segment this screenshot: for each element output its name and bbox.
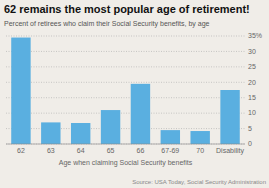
grid-line <box>6 51 245 52</box>
source: Source: USA Today, Social Security Admin… <box>132 179 266 185</box>
y-tick-label: 25 <box>248 63 256 70</box>
x-tick-label: Disability <box>216 147 245 155</box>
y-tick-label: 0 <box>248 140 252 147</box>
x-tick-label: 65 <box>107 147 115 154</box>
x-axis-label: Age when claiming Social Security benefi… <box>59 159 193 167</box>
chart: 62 remains the most popular age of retir… <box>0 0 269 188</box>
y-tick-label: 5 <box>248 125 252 132</box>
x-tick-label: 67-69 <box>161 147 179 154</box>
x-tick-label: 66 <box>137 147 145 154</box>
title: 62 remains the most popular age of retir… <box>4 3 250 15</box>
x-tick-label: 63 <box>47 147 55 154</box>
background <box>0 0 269 188</box>
subtitle: Percent of retirees who claim their Soci… <box>4 20 210 28</box>
y-tick-label: 35% <box>248 32 262 39</box>
bar <box>11 38 30 144</box>
y-tick-label: 20 <box>248 79 256 86</box>
x-tick-label: 70 <box>196 147 204 154</box>
baseline <box>6 144 245 145</box>
grid-line <box>6 66 245 67</box>
y-tick-label: 10 <box>248 109 256 116</box>
bar <box>161 130 180 144</box>
bar <box>190 131 209 144</box>
y-tick-label: 15 <box>248 94 256 101</box>
grid-line <box>6 36 245 37</box>
grid <box>6 36 245 144</box>
grid-line <box>6 82 245 83</box>
bar <box>131 84 150 144</box>
grid-line <box>6 113 245 114</box>
bars <box>11 38 240 144</box>
bar <box>220 90 239 144</box>
bar <box>41 122 60 144</box>
grid-line <box>6 97 245 98</box>
bar <box>71 123 90 144</box>
x-tick-label: 62 <box>17 147 25 154</box>
bar <box>101 110 120 144</box>
x-tick-label: 64 <box>77 147 85 154</box>
y-tick-label: 30 <box>248 48 256 55</box>
